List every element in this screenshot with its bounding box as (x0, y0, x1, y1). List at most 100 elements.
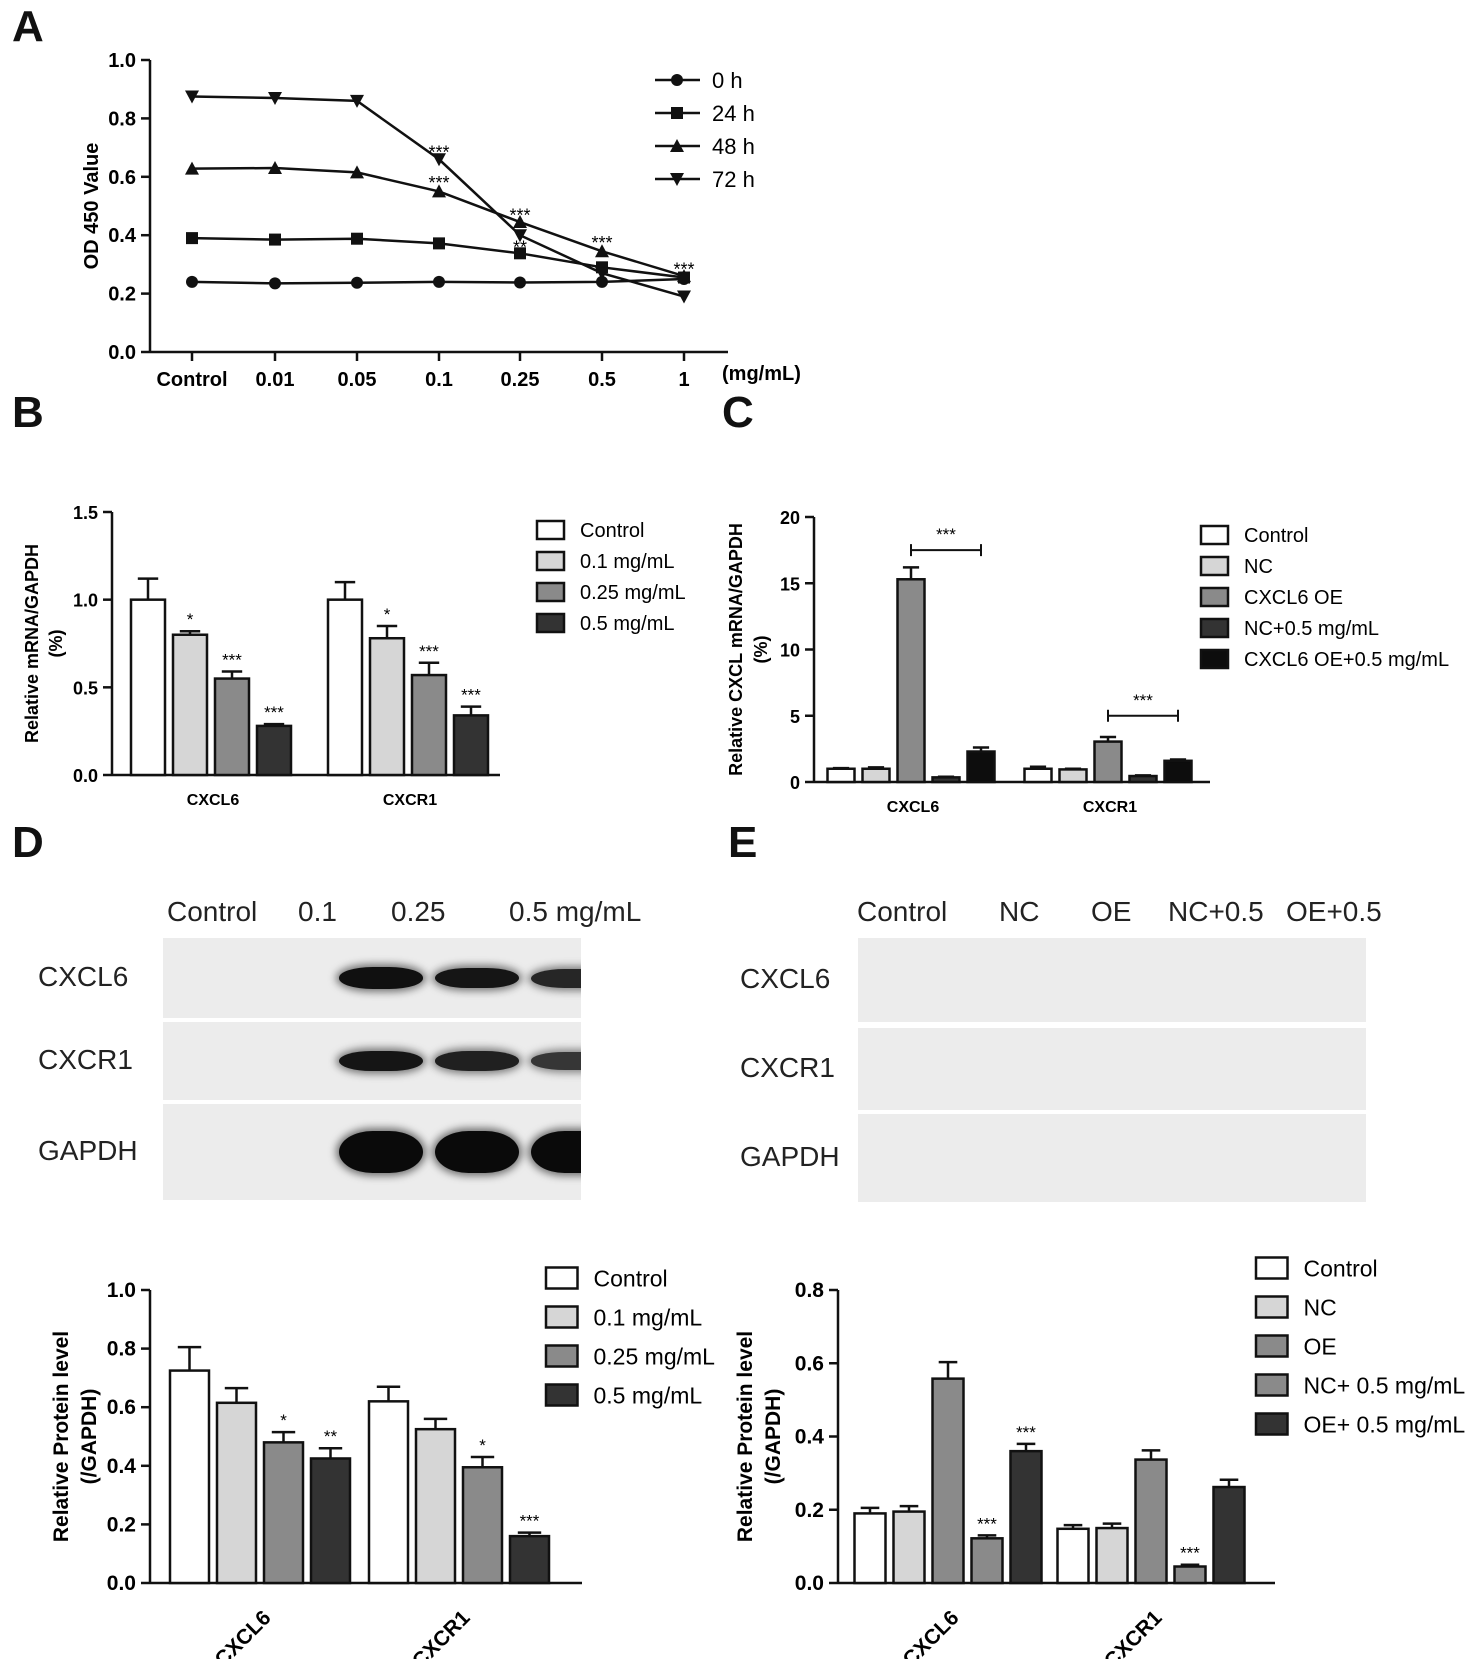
bar-cxcr1 (1128, 774, 1158, 784)
bar-cxcl6 (255, 724, 293, 777)
bar-cxcl6 (168, 1369, 211, 1585)
y-tick-label-a: 1.0 (108, 50, 136, 72)
legend-swatch (544, 1383, 579, 1407)
data-point-48h (432, 184, 446, 198)
blot-lane-label: 0.25 (391, 896, 446, 927)
bar-cxcl6 (892, 1510, 926, 1585)
bar-cxcr1 (367, 1400, 410, 1585)
legend-swatch (544, 1305, 579, 1329)
x-category-label: CXCL6 (187, 792, 240, 809)
significance-label: *** (1180, 1544, 1200, 1563)
blot-row-label: GAPDH (38, 1135, 138, 1166)
data-point-24h (351, 232, 363, 245)
data-point-72h (513, 229, 527, 243)
y-tick-label: 1.0 (73, 591, 98, 611)
significance-label-a: *** (509, 205, 530, 225)
legend-swatch (535, 612, 566, 634)
bar-cxcr1 (1173, 1565, 1207, 1585)
significance-label: *** (977, 1514, 997, 1533)
legend-swatch (1199, 555, 1230, 577)
y-tick-label: 0.8 (795, 1279, 825, 1302)
x-tick-label-a: 0.01 (256, 369, 295, 391)
bar-cxcr1 (508, 1534, 551, 1585)
y-tick-label: 0.5 (73, 678, 98, 698)
significance-label: *** (936, 525, 956, 544)
x-tick-label-a: 0.5 (588, 369, 616, 391)
bar-cxcr1 (410, 673, 448, 777)
legend-label: OE (1304, 1333, 1337, 1359)
legend-swatch (535, 550, 566, 572)
significance-label: * (280, 1411, 287, 1430)
panel-label-c: C (722, 388, 754, 437)
blot-band (339, 1050, 423, 1072)
legend-swatch (1199, 617, 1230, 639)
y-axis-label: Relative CXCL mRNA/GAPDH (726, 523, 746, 776)
bar-cxcr1 (1134, 1458, 1168, 1585)
bar-cxcr1 (1212, 1485, 1246, 1585)
data-point-48h (595, 244, 609, 258)
bar-cxcl6 (861, 767, 891, 784)
y-axis-label-unit: (%) (751, 636, 771, 664)
bar-cxcl6 (931, 776, 961, 784)
y-tick-label-a: 0.2 (108, 284, 136, 306)
y-tick-label: 0.0 (795, 1572, 824, 1595)
blot-lane-label: 0.1 (298, 896, 337, 927)
data-point-24h (186, 232, 198, 245)
legend-marker-a (671, 74, 683, 86)
blot-band (435, 967, 519, 989)
x-tick-label-a: 1 (678, 369, 689, 391)
bar-cxcr1 (461, 1466, 504, 1585)
y-tick-label: 0.6 (107, 1396, 136, 1419)
blot-lane-label: 0.5 mg/mL (509, 896, 642, 927)
blot-row-label: CXCL6 (38, 961, 129, 992)
blot-band (531, 968, 581, 988)
blot-strip-cxcl6 (163, 938, 581, 1018)
legend-label: NC (1304, 1294, 1337, 1320)
legend-label: Control (580, 520, 644, 542)
bar-cxcl6 (171, 633, 209, 777)
bar-cxcr1 (368, 636, 406, 777)
blot-lane-label: Control (857, 896, 948, 927)
bar-cxcr1 (414, 1427, 457, 1585)
significance-label: * (479, 1436, 486, 1455)
x-category-label: CXCR1 (1083, 799, 1137, 816)
legend-label: Control (1244, 525, 1308, 547)
significance-label: *** (222, 651, 242, 670)
blot-band (435, 1131, 519, 1173)
legend-label: 0.1 mg/mL (594, 1304, 703, 1330)
data-point-72h (185, 90, 199, 104)
legend-swatch (1254, 1295, 1289, 1319)
data-point-24h (269, 233, 281, 246)
data-point-48h (677, 269, 691, 283)
y-tick-label: 5 (790, 707, 800, 727)
significance-label-a: *** (428, 173, 449, 193)
y-tick-label: 0.0 (107, 1572, 136, 1595)
blot-strip-gapdh (163, 1104, 581, 1200)
blot-lane-label: NC (999, 896, 1040, 927)
blot-band (339, 1131, 423, 1173)
x-tick-label-a: Control (156, 369, 227, 391)
significance-label: * (384, 605, 391, 624)
legend-label: Control (1304, 1255, 1378, 1281)
data-point-24h (433, 237, 445, 250)
significance-label-a: *** (428, 143, 449, 163)
significance-label: *** (1016, 1423, 1036, 1442)
bar-cxcl6 (970, 1537, 1004, 1585)
legend-swatch (1254, 1334, 1289, 1358)
y-tick-label-a: 0.6 (108, 167, 136, 189)
y-tick-label: 0.4 (795, 1426, 825, 1449)
data-point-48h (350, 165, 364, 179)
legend-label: CXCL6 OE+0.5 mg/mL (1244, 649, 1449, 671)
blot-row-label: CXCL6 (740, 963, 831, 994)
legend-label: NC+ 0.5 mg/mL (1304, 1372, 1466, 1398)
blot-strip-cxcr1 (163, 1022, 581, 1100)
bar-cxcr1 (1056, 1527, 1090, 1585)
blot-band (531, 1131, 581, 1173)
legend-label-a: 24 h (712, 101, 755, 126)
significance-label: * (187, 610, 194, 629)
bar-cxcr1 (452, 714, 490, 777)
legend-swatch (1254, 1373, 1289, 1397)
